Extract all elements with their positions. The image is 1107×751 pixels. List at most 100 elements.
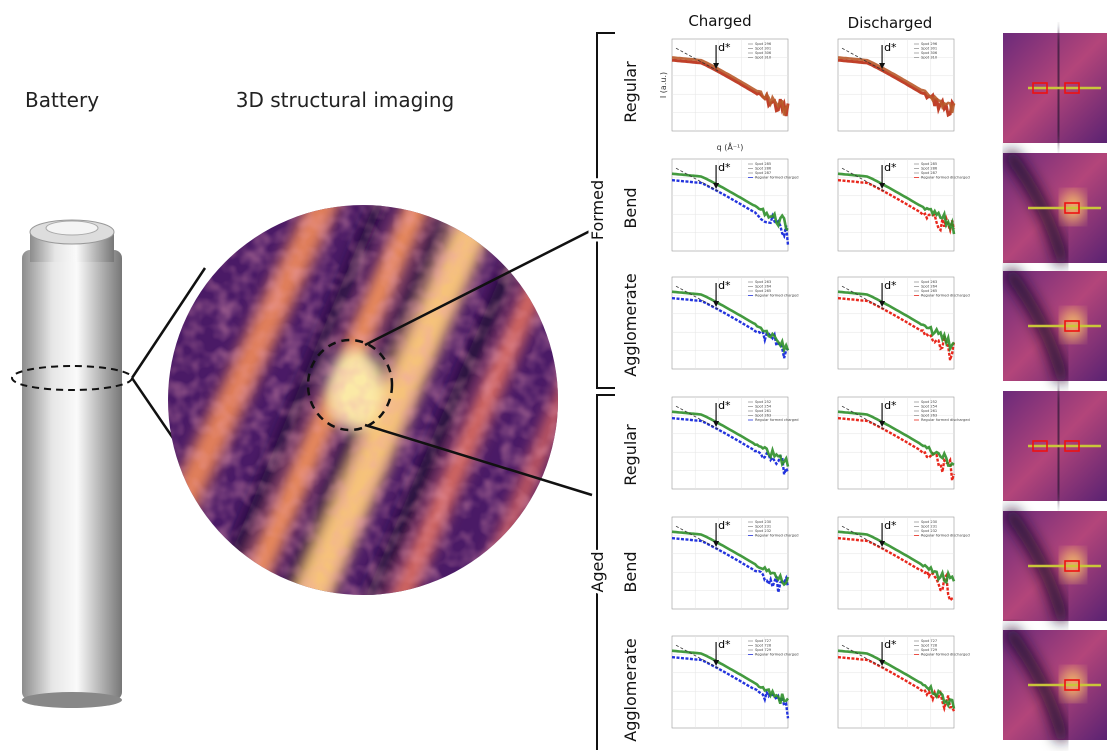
- legend-entry: Regular formed charged: [755, 653, 799, 657]
- legend-entry: Regular formed charged: [755, 418, 799, 422]
- legend-entry: Spot 287: [755, 171, 771, 175]
- legend-entry: Spot 729: [755, 648, 772, 652]
- legend-entry: Spot 263: [921, 414, 937, 418]
- legend-entry: Spot 728: [921, 644, 938, 648]
- legend-entry: Spot 254: [755, 405, 772, 409]
- connector: [364, 423, 593, 497]
- legend-entry: Spot 252: [755, 400, 771, 404]
- roi-box: [1064, 560, 1080, 572]
- reference-curve: [671, 656, 790, 719]
- zoom-image: [1003, 267, 1107, 383]
- data-curve: [837, 649, 956, 709]
- group-label: Formed: [588, 180, 607, 240]
- zoom-image: [1003, 32, 1107, 144]
- legend-entry: Spot 230: [755, 520, 772, 524]
- data-curve: [671, 649, 790, 705]
- legend-entry: Regular formed charged: [755, 176, 799, 180]
- data-curve: [837, 530, 956, 585]
- arrow-head: [713, 541, 720, 547]
- arrow-head: [879, 183, 886, 189]
- data-curve: [837, 56, 956, 114]
- legend-entry: Spot 296: [755, 42, 772, 46]
- reference-curve: [671, 179, 790, 246]
- row-label: Regular: [621, 61, 640, 123]
- legend-entry: Spot 286: [921, 167, 938, 171]
- arrow-head: [879, 660, 886, 666]
- tomogram: [168, 205, 558, 595]
- legend-entry: Spot 310: [755, 56, 772, 60]
- connector: [364, 228, 593, 347]
- roi-box: [1032, 440, 1048, 452]
- battery: [22, 219, 122, 708]
- fit-line: [841, 47, 885, 72]
- reference-curve: [671, 417, 790, 475]
- dark-stripe: [1052, 32, 1065, 144]
- legend-entry: Spot 301: [755, 47, 771, 51]
- roi-box: [1064, 440, 1080, 452]
- arrow-head: [879, 541, 886, 547]
- data-curve: [837, 410, 955, 468]
- roi-box: [1064, 202, 1080, 214]
- fit-line: [841, 285, 885, 310]
- reference-curve: [837, 179, 956, 235]
- annotation: d*: [884, 638, 897, 651]
- legend-entry: Spot 263: [755, 414, 771, 418]
- reference-curve: [671, 537, 790, 593]
- dark-stripe: [1003, 267, 1069, 383]
- reference-curve: [837, 58, 956, 118]
- legend-entry: Spot 231: [921, 525, 937, 529]
- imaging-label: 3D structural imaging: [236, 88, 454, 112]
- fit-line: [841, 405, 885, 430]
- dark-stripe: [1052, 390, 1065, 502]
- legend-entry: Spot 232: [921, 529, 937, 533]
- legend-entry: Spot 232: [755, 529, 771, 533]
- arrow-head: [713, 301, 720, 307]
- reference-curve: [837, 537, 955, 603]
- battery-label: Battery: [25, 88, 99, 112]
- annotation: d*: [884, 41, 897, 54]
- zoom-image: [1003, 390, 1107, 502]
- group-label: Aged: [588, 551, 607, 592]
- annotation: d*: [718, 519, 731, 532]
- legend-entry: Spot 254: [921, 405, 938, 409]
- roi-box: [1064, 679, 1080, 691]
- annotation: d*: [884, 519, 897, 532]
- legend-entry: Spot 265: [755, 289, 771, 293]
- reference-curve: [837, 417, 956, 481]
- axis-label: q (Å⁻¹): [717, 141, 744, 152]
- connector: [130, 267, 207, 379]
- arrow-head: [713, 183, 720, 189]
- legend-entry: Spot 265: [921, 289, 937, 293]
- legend-entry: Spot 285: [755, 162, 771, 166]
- column-header: Discharged: [848, 14, 933, 32]
- annotation: d*: [718, 279, 731, 292]
- arrow-head: [713, 660, 720, 666]
- legend-entry: Spot 301: [921, 47, 937, 51]
- zoom-image: [1003, 507, 1107, 623]
- arrow-head: [879, 421, 886, 427]
- annotation: d*: [884, 161, 897, 174]
- plot-frame: [671, 38, 789, 132]
- legend-entry: Spot 306: [755, 51, 772, 55]
- fit-line: [675, 405, 719, 430]
- annotation: d*: [718, 41, 731, 54]
- arrow-head: [879, 63, 886, 69]
- row-label: Agglomerate: [621, 273, 640, 376]
- data-curve: [837, 290, 956, 353]
- legend-entry: Spot 263: [921, 280, 937, 284]
- legend-entry: Regular formed discharged: [921, 176, 970, 180]
- dark-stripe: [1003, 626, 1069, 742]
- annotation: d*: [884, 399, 897, 412]
- legend-entry: Spot 296: [921, 42, 938, 46]
- reference-curve: [837, 297, 956, 361]
- legend-entry: Spot 261: [921, 409, 937, 413]
- row-label: Bend: [621, 551, 640, 592]
- fit-line: [841, 167, 885, 192]
